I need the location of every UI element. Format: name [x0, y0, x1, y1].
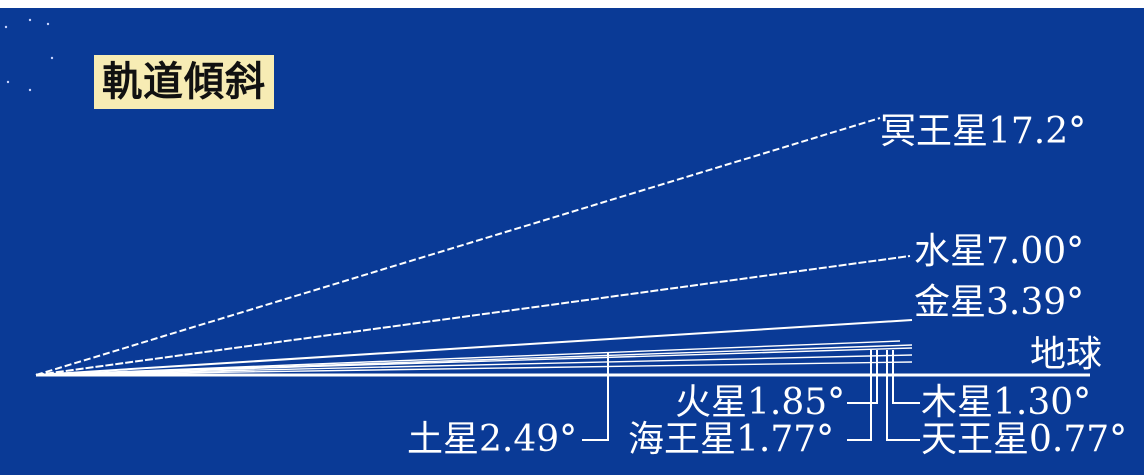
- star-4: [28, 88, 32, 92]
- label-earth: 地球: [1030, 334, 1103, 375]
- label-saturn: 土星2.49°: [407, 419, 578, 460]
- leader-line-jupiter: [892, 350, 920, 404]
- star-0: [4, 25, 8, 29]
- orbit-line-uranus: [35, 361, 913, 376]
- label-neptune: 海王星1.77°: [628, 419, 835, 460]
- star-3: [6, 80, 10, 84]
- star-5: [50, 56, 54, 60]
- diagram-title: 軌道傾斜: [102, 59, 266, 105]
- orbit-line-venus: [35, 319, 913, 376]
- star-2: [46, 22, 50, 26]
- label-venus: 金星3.39°: [914, 282, 1085, 323]
- label-jupiter: 木星1.30°: [921, 382, 1092, 423]
- leader-line-uranus: [886, 350, 920, 441]
- leader-line-neptune: [847, 350, 872, 441]
- title-box: 軌道傾斜: [94, 55, 274, 109]
- orbit-line-saturn: [35, 340, 901, 376]
- label-uranus: 天王星0.77°: [921, 419, 1128, 460]
- orbit-line-jupiter: [35, 354, 913, 376]
- label-mars: 火星1.85°: [675, 382, 846, 423]
- leader-line-saturn: [582, 352, 609, 441]
- star-1: [28, 18, 32, 22]
- label-mercury: 水星7.00°: [914, 231, 1085, 272]
- orbit-line-mercury: [35, 255, 911, 376]
- label-pluto: 冥王星17.2°: [880, 111, 1087, 152]
- leader-line-mars: [847, 350, 878, 404]
- orbit-line-pluto: [35, 117, 881, 376]
- orbit-line-neptune: [35, 347, 913, 376]
